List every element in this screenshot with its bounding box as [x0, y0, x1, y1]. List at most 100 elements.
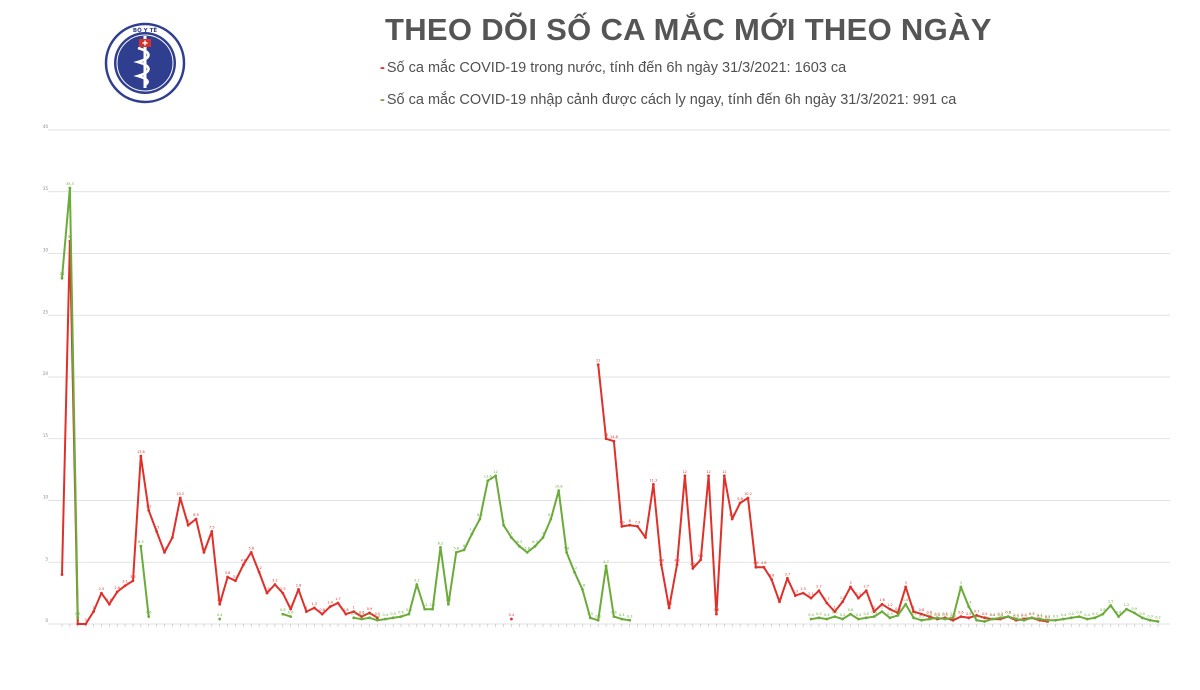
data-label: 8 — [502, 519, 504, 523]
data-label: 0.5 — [1068, 612, 1074, 616]
data-label: 0.8 — [319, 608, 325, 612]
data-point — [257, 570, 261, 574]
data-label: 1.2 — [422, 603, 428, 607]
data-label: 0.5 — [816, 612, 822, 616]
data-point — [817, 589, 821, 593]
data-point — [746, 496, 750, 500]
data-label: 1.3 — [312, 602, 318, 606]
data-label: 7.3 — [469, 528, 475, 532]
data-label: 7 — [644, 532, 646, 536]
data-point — [596, 363, 600, 367]
data-point — [510, 536, 513, 539]
data-point — [1125, 607, 1128, 611]
data-label: 0.9 — [895, 607, 901, 611]
data-label: 0.5 — [982, 612, 988, 616]
data-label: 0.4 — [619, 613, 625, 617]
data-label: 8.5 — [548, 513, 554, 517]
data-point — [778, 600, 781, 604]
data-label: 1.7 — [335, 597, 341, 601]
data-point — [715, 612, 718, 616]
data-label: 5.8 — [524, 546, 530, 550]
data-label: 2.5 — [800, 587, 806, 591]
data-label: 21 — [596, 359, 600, 363]
data-point — [951, 618, 955, 622]
data-point — [872, 610, 876, 614]
ministry-of-health-logo: BỘ Y TẾ — [104, 22, 186, 104]
data-point — [983, 620, 986, 623]
data-label: 0.4 — [382, 613, 388, 617]
data-point — [770, 578, 774, 581]
data-label: 4.8 — [658, 559, 664, 563]
data-point — [825, 617, 829, 621]
data-point — [360, 617, 364, 621]
data-label: 0.6 — [1116, 611, 1122, 615]
data-label: 4 — [61, 569, 64, 573]
data-point — [234, 579, 237, 583]
data-point — [1022, 618, 1026, 622]
data-point — [1117, 615, 1120, 618]
data-label: 0.6 — [146, 611, 152, 615]
data-label: 0.5 — [587, 612, 593, 616]
data-label: 0.6 — [927, 611, 933, 615]
data-label: 1.6 — [446, 598, 452, 602]
data-label: 2.5 — [264, 587, 270, 591]
data-point — [573, 570, 576, 574]
data-point — [502, 523, 505, 527]
data-label: 1 — [912, 606, 914, 610]
data-point — [1109, 604, 1113, 607]
data-point — [920, 618, 923, 622]
data-label: 2.8 — [580, 583, 586, 587]
data-point — [115, 590, 119, 594]
data-label: 5.8 — [201, 546, 207, 550]
data-point — [510, 617, 513, 621]
data-label: 8 — [629, 519, 631, 523]
data-point — [84, 622, 88, 626]
data-label: 8 — [187, 519, 189, 523]
data-label: 7.5 — [209, 525, 215, 529]
y-tick-label: 40 — [43, 124, 49, 129]
data-label: 2.7 — [863, 585, 869, 589]
data-label: 0.2 — [1045, 616, 1051, 620]
data-label: 0.8 — [1100, 608, 1106, 612]
data-label: 0.5 — [1029, 612, 1035, 616]
data-label: 1.6 — [107, 598, 113, 602]
data-label: 0.6 — [871, 611, 877, 615]
data-point — [549, 517, 553, 521]
data-label: 0.6 — [398, 611, 404, 615]
data-label: 0 — [85, 618, 87, 622]
data-point — [147, 615, 151, 618]
data-label: 10.8 — [555, 485, 563, 489]
data-point — [273, 583, 277, 586]
data-point — [841, 600, 845, 604]
data-label: 0.8 — [848, 608, 854, 612]
data-point — [1038, 617, 1042, 621]
data-point — [186, 523, 190, 527]
data-point — [825, 601, 829, 605]
legend-label-domestic: Số ca mắc COVID-19 trong nước, tính đến … — [386, 60, 847, 76]
data-label: 0.5 — [1139, 612, 1145, 616]
data-point — [439, 546, 442, 549]
data-point — [218, 617, 222, 621]
data-label: 0.3 — [1147, 614, 1153, 618]
data-label: 0.5 — [966, 612, 972, 616]
data-point — [336, 601, 340, 605]
data-label: 0.5 — [375, 612, 381, 616]
data-label: 4.6 — [761, 561, 767, 565]
data-label: 5.2 — [698, 554, 704, 558]
data-label: 5.8 — [453, 546, 459, 550]
data-point — [912, 610, 915, 614]
data-label: 0.3 — [1053, 614, 1059, 618]
data-label: 0.5 — [998, 612, 1004, 616]
data-label: 7.9 — [635, 520, 641, 524]
data-label: 0.6 — [1005, 611, 1011, 615]
data-label: 0.3 — [1021, 614, 1027, 618]
y-tick-label: 0 — [45, 618, 48, 623]
data-label: 0.4 — [990, 613, 996, 617]
data-label: 12 — [683, 470, 687, 474]
data-label: 0.3 — [974, 614, 980, 618]
data-point — [975, 618, 979, 622]
data-point — [636, 525, 639, 528]
data-label: 0.2 — [1155, 616, 1161, 620]
data-label: 1 — [834, 606, 836, 610]
